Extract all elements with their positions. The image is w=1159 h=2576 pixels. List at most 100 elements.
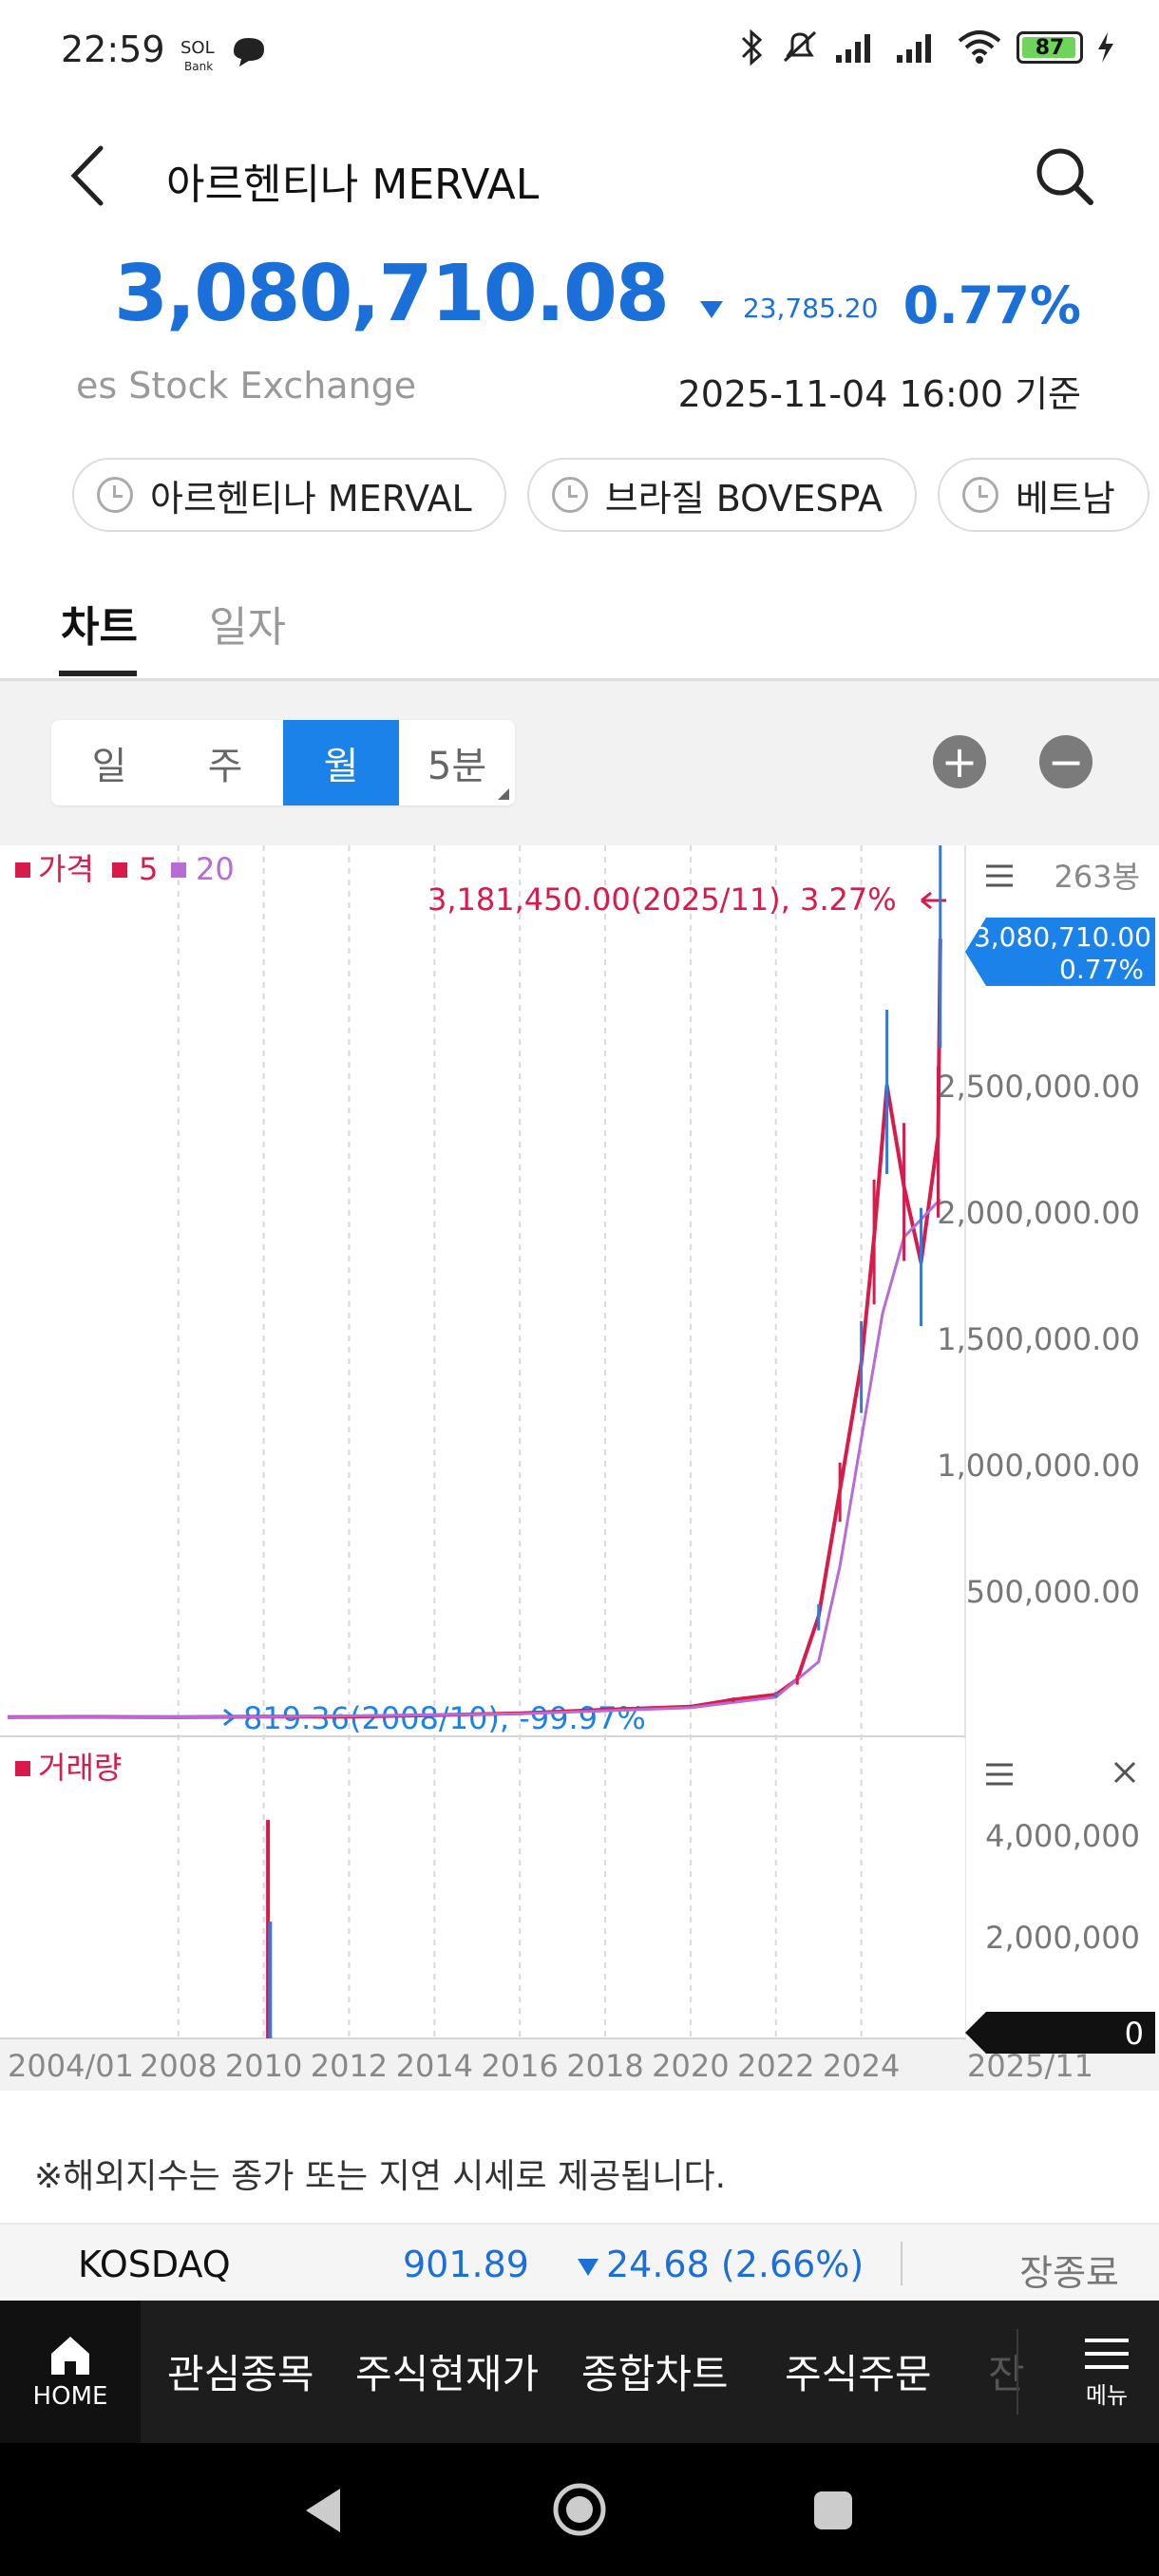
menu-button[interactable]: 메뉴	[1054, 2301, 1159, 2443]
x-axis-bg	[0, 2040, 1159, 2090]
close-volume-icon[interactable]	[1113, 1761, 1136, 1784]
signal-icon-2	[897, 34, 931, 63]
clock-icon	[97, 477, 133, 513]
notice-text: ※해외지수는 종가 또는 지연 시세로 제공됩니다.	[34, 2157, 727, 2196]
down-triangle-icon	[578, 2258, 598, 2276]
nav-more-faded[interactable]: 잔	[988, 2351, 1025, 2397]
market-ticker[interactable]: KOSDAQ 901.89 24.68 (2.66%) 장종료	[0, 2223, 1159, 2301]
legend-price-label: 가격	[38, 851, 94, 887]
volume-settings-icon[interactable]	[986, 1763, 1013, 1786]
x-tick-label: 2025/11	[967, 2048, 1093, 2084]
period-month[interactable]: 월	[283, 720, 399, 805]
chip-bovespa[interactable]: 브라질 BOVESPA	[526, 458, 917, 532]
zoom-out-button[interactable]: −	[1039, 735, 1092, 788]
system-back-icon[interactable]	[300, 2485, 348, 2536]
price-axis: 2,500,000.00 2,000,000.00 1,500,000.00 1,00…	[937, 1069, 1140, 1610]
x-tick-label: 2010	[225, 2048, 302, 2084]
dropdown-corner-icon	[498, 788, 509, 800]
x-tick-label: 2020	[652, 2048, 729, 2084]
page-title: 아르헨티나 MERVAL	[166, 161, 540, 209]
ticker-change: 24.68 (2.66%)	[576, 2244, 864, 2285]
price-tick-label: 1,500,000.00	[937, 1321, 1140, 1357]
home-label: HOME	[32, 2382, 108, 2411]
nav-order[interactable]: 주식주문	[785, 2351, 932, 2397]
search-icon	[1036, 148, 1093, 205]
volume-tag	[965, 2012, 1155, 2054]
price-plot-bg	[0, 845, 965, 1738]
x-tick-label: 2014	[396, 2048, 473, 2084]
nav-stock-price[interactable]: 주식현재가	[355, 2351, 540, 2397]
svg-text:Bank: Bank	[184, 60, 213, 73]
home-icon	[51, 2337, 89, 2375]
volume-plot-bg	[0, 1738, 965, 2038]
system-home-icon[interactable]	[551, 2481, 608, 2538]
svg-text:SOL: SOL	[180, 38, 215, 58]
clock-icon	[551, 477, 588, 513]
candle-count: 263봉	[1054, 859, 1140, 895]
tab-daily[interactable]: 일자	[209, 603, 286, 652]
period-5min[interactable]: 5분	[399, 720, 515, 805]
legend-ma20-label: 20	[196, 851, 235, 887]
search-button[interactable]	[1026, 138, 1102, 214]
bluetooth-icon	[741, 28, 763, 66]
x-tick-label: 2018	[566, 2048, 643, 2084]
ticker-value: 901.89	[403, 2244, 529, 2285]
volume-tick-label: 2,000,000	[985, 1920, 1140, 1956]
price-change-percent: 0.77%	[902, 275, 1081, 335]
x-tick-label: 2004/01	[8, 2048, 134, 2084]
chart-settings-icon[interactable]	[986, 864, 1013, 887]
clock-icon	[961, 477, 998, 513]
current-price-tag	[965, 918, 1155, 986]
chat-bubble-icon	[230, 34, 270, 70]
period-day[interactable]: 일	[91, 745, 127, 788]
wifi-icon	[958, 30, 1001, 64]
price-tag-percent: 0.77%	[1059, 954, 1144, 985]
tab-divider	[0, 678, 1159, 681]
price-tick-label: 500,000.00	[966, 1574, 1140, 1610]
nav-chart[interactable]: 종합차트	[581, 2351, 729, 2397]
period-week[interactable]: 주	[207, 745, 243, 788]
x-tick-label: 2008	[140, 2048, 217, 2084]
legend-ma5-label: 5	[139, 851, 158, 887]
status-icons: 87	[737, 28, 1115, 66]
volume-bar	[266, 1820, 271, 2038]
period-5min-label: 5분	[427, 745, 487, 788]
ticker-divider	[901, 2242, 902, 2285]
chip-vietnam[interactable]: 베트남	[937, 458, 1150, 532]
volume-tick-label: 4,000,000	[985, 1818, 1140, 1854]
bank-app-icon: SOL Bank	[177, 32, 218, 76]
ticker-name: KOSDAQ	[78, 2244, 231, 2285]
chip-merval[interactable]: 아르헨티나 MERVAL	[72, 458, 506, 532]
signal-icon-1	[836, 34, 870, 63]
series-line-ma20	[7, 1198, 941, 1719]
legend-ma5-swatch	[112, 862, 127, 878]
system-recents-icon[interactable]	[811, 2489, 855, 2532]
chip-label: 아르헨티나 MERVAL	[150, 477, 472, 520]
zoom-in-button[interactable]: +	[933, 735, 986, 788]
mute-icon	[783, 30, 817, 63]
nav-divider	[1016, 2329, 1018, 2415]
charging-icon	[1098, 32, 1113, 63]
high-annotation: 3,181,450.00(2025/11), 3.27%	[428, 881, 897, 918]
tab-chart[interactable]: 차트	[61, 603, 138, 652]
legend-ma20-swatch	[171, 862, 186, 878]
price-tag-value: 3,080,710.00	[974, 921, 1151, 953]
price-chart[interactable]: 가격 5 20 263봉 3,181,450.00(2025/11), 3.27…	[0, 845, 1159, 2090]
x-tick-label: 2022	[737, 2048, 814, 2084]
price-change: 23,785.20	[698, 293, 878, 324]
bottom-nav: HOME 관심종목 주식현재가 종합차트 주식주문 잔 메뉴	[0, 2301, 1159, 2443]
tab-active-indicator	[59, 671, 137, 676]
system-nav-bar	[0, 2443, 1159, 2576]
x-tick-label: 2024	[823, 2048, 900, 2084]
volume-axis: 4,000,000 2,000,000	[985, 1818, 1140, 1956]
volume-tag-value: 0	[1125, 2016, 1144, 2052]
volume-series-group	[266, 1820, 273, 2038]
chip-label: 브라질 BOVESPA	[604, 477, 883, 520]
x-tick-label: 2012	[311, 2048, 388, 2084]
home-button[interactable]: HOME	[0, 2301, 141, 2443]
legend-price-swatch	[15, 862, 30, 878]
nav-watchlist[interactable]: 관심종목	[167, 2351, 314, 2397]
hamburger-icon	[1085, 2338, 1129, 2369]
back-button[interactable]	[57, 133, 124, 218]
high-arrow-icon	[921, 891, 946, 910]
